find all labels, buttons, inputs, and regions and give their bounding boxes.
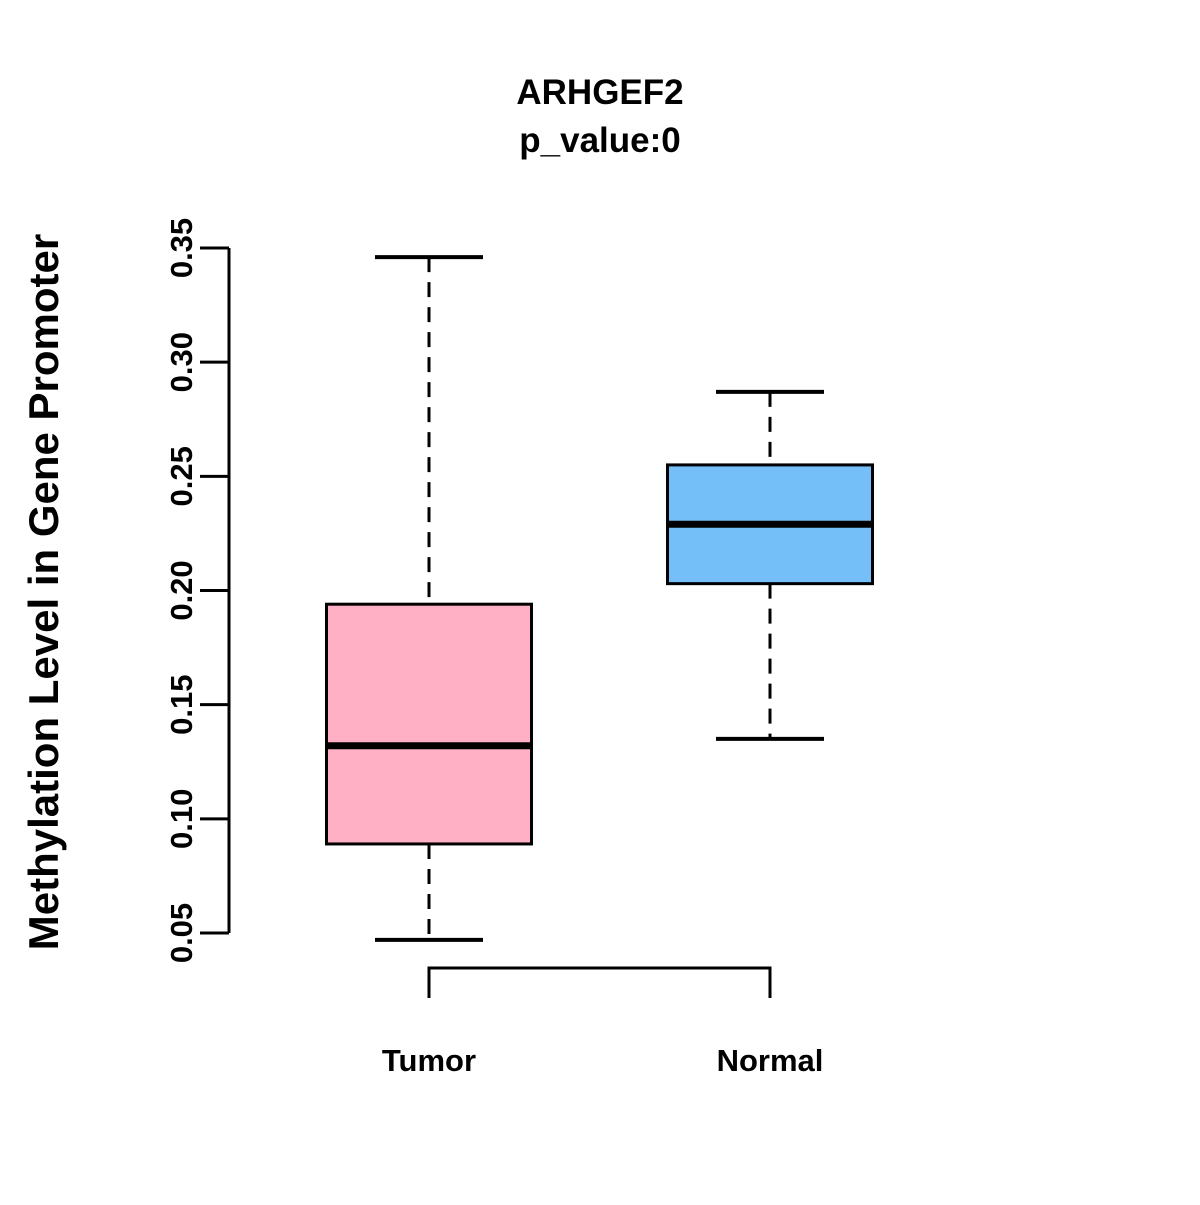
normal-boxplot [666, 389, 874, 741]
y-tick-label: 0.35 [164, 218, 199, 278]
chart-subtitle: p_value:0 [519, 121, 680, 160]
category-label-normal: Normal [717, 1043, 824, 1078]
y-axis: 0.05 0.10 0.15 0.20 0.25 0.30 0.35 [164, 218, 231, 963]
category-label-tumor: Tumor [382, 1043, 476, 1078]
y-tick-label: 0.05 [164, 903, 199, 963]
tumor-box [325, 602, 533, 846]
y-axis-label: Methylation Level in Gene Promoter [20, 234, 67, 950]
y-tick-label: 0.20 [164, 560, 199, 620]
tumor-boxplot [325, 255, 533, 942]
comparison-bracket [427, 966, 772, 998]
bracket-path [427, 966, 772, 998]
x-axis-labels: Tumor Normal [382, 1043, 823, 1078]
y-tick-label: 0.25 [164, 446, 199, 506]
y-tick-label: 0.30 [164, 332, 199, 392]
y-tick-label: 0.15 [164, 674, 199, 734]
boxplots [325, 255, 874, 942]
chart-title: ARHGEF2 [516, 73, 683, 112]
y-tick-label: 0.10 [164, 789, 199, 849]
